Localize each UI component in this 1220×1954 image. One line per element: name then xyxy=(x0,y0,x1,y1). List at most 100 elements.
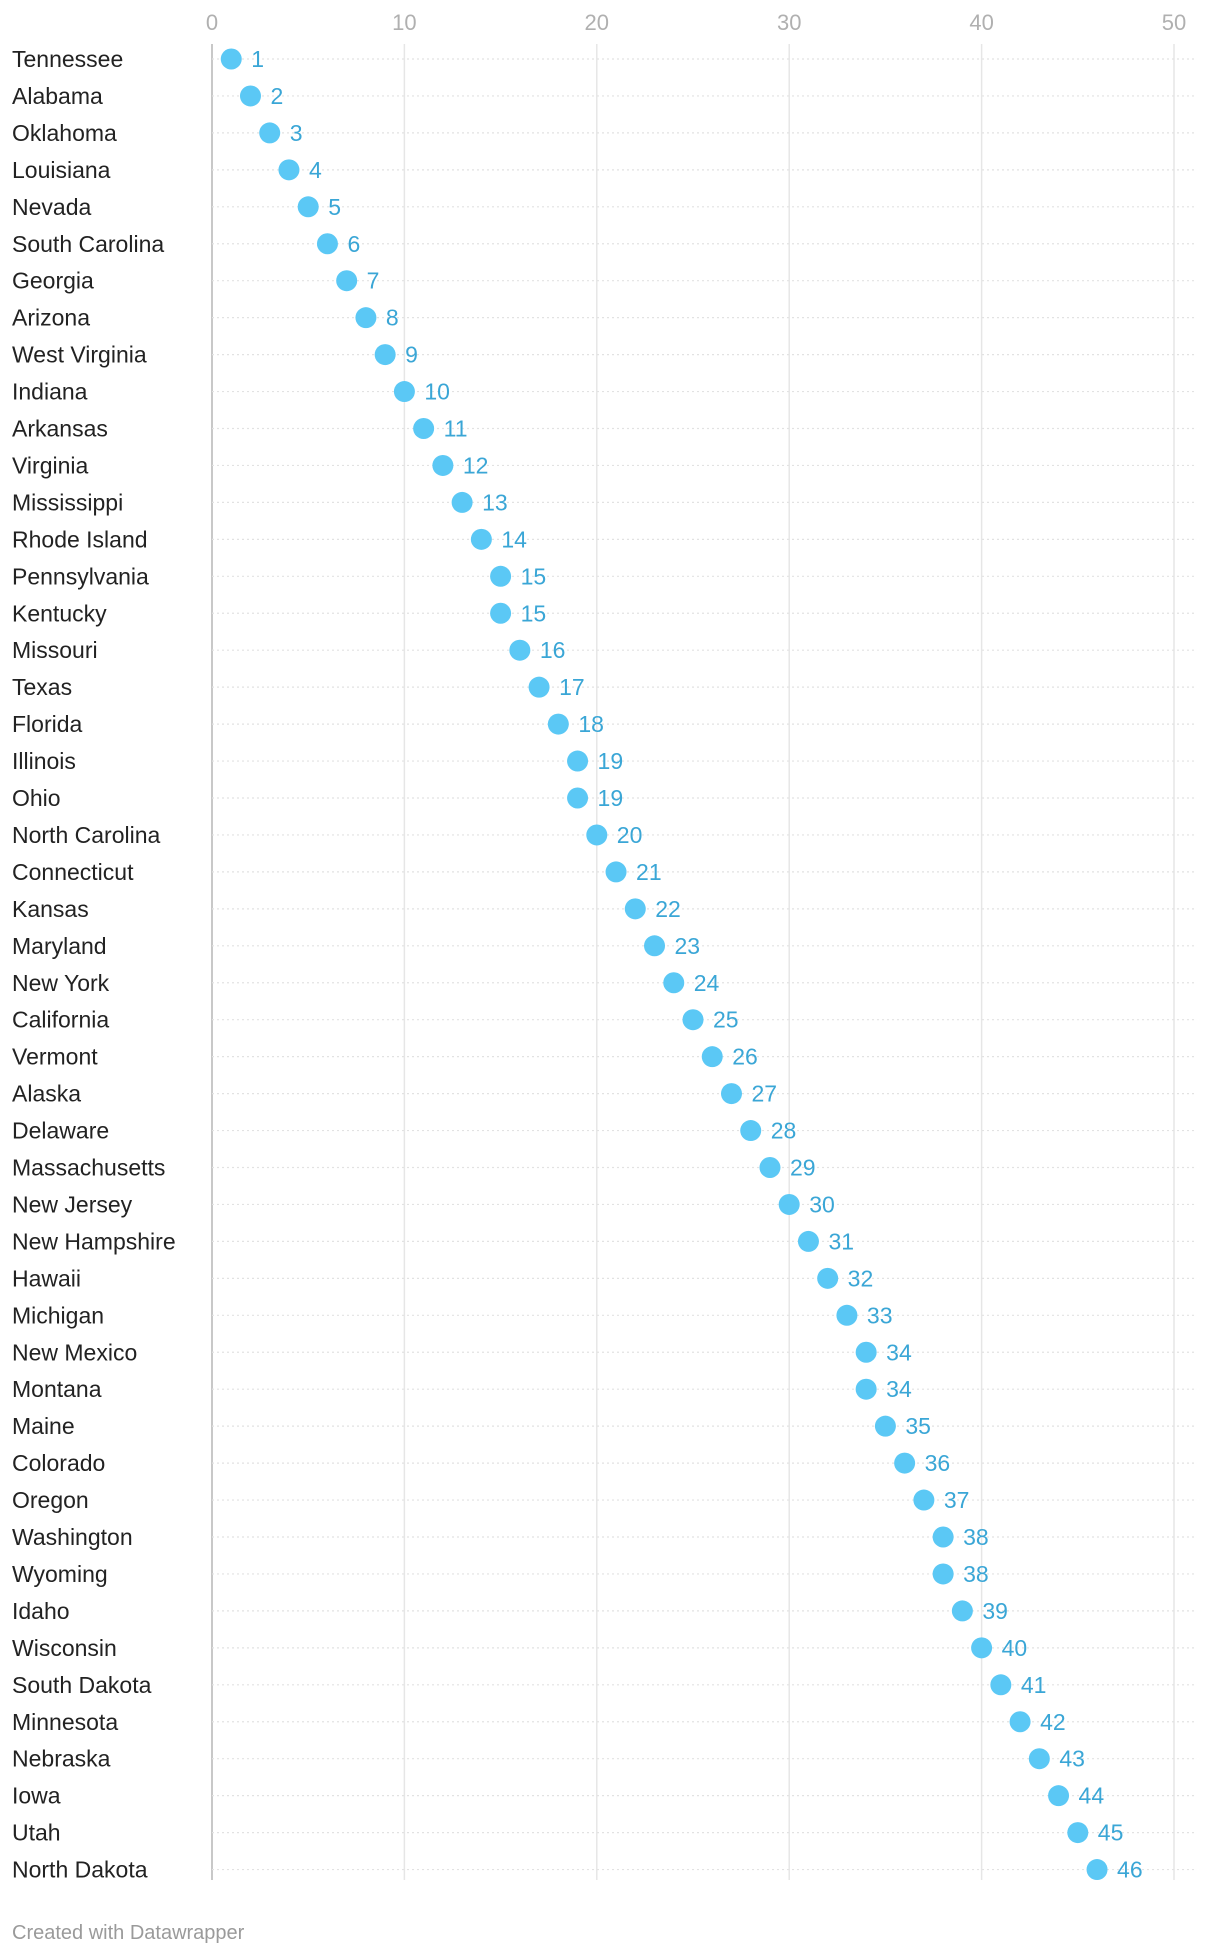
category-label-maine: Maine xyxy=(12,1413,75,1439)
data-point-indiana xyxy=(393,381,415,403)
data-point-florida xyxy=(547,713,569,735)
category-label-north-dakota: North Dakota xyxy=(12,1857,148,1883)
category-labels: Tennessee Alabama Oklahoma Louisiana Nevada S… xyxy=(12,46,176,1883)
data-point-michigan xyxy=(836,1304,858,1326)
category-label-tennessee: Tennessee xyxy=(12,46,123,72)
value-label-north-dakota: 46 xyxy=(1117,1857,1143,1883)
value-label-maryland: 23 xyxy=(675,933,701,959)
data-point-illinois xyxy=(567,750,589,772)
data-point-west-virginia xyxy=(374,344,396,366)
value-label-idaho: 39 xyxy=(982,1598,1008,1624)
category-label-montana: Montana xyxy=(12,1376,102,1402)
data-point-vermont xyxy=(701,1046,723,1068)
data-point-pennsylvania xyxy=(490,565,512,587)
category-label-kentucky: Kentucky xyxy=(12,600,107,626)
value-label-new-york: 24 xyxy=(694,970,720,996)
value-label-wyoming: 38 xyxy=(963,1561,989,1587)
data-point-wyoming xyxy=(932,1563,954,1585)
category-label-north-carolina: North Carolina xyxy=(12,822,160,848)
value-label-louisiana: 4 xyxy=(309,157,322,183)
x-tick-label-0: 0 xyxy=(206,10,218,35)
data-point-minnesota xyxy=(1009,1711,1031,1733)
data-point-nevada xyxy=(297,196,319,218)
category-label-wisconsin: Wisconsin xyxy=(12,1635,117,1661)
data-point-new-hampshire xyxy=(797,1230,819,1252)
category-label-wyoming: Wyoming xyxy=(12,1561,108,1587)
category-label-utah: Utah xyxy=(12,1820,61,1846)
value-label-kentucky: 15 xyxy=(521,600,547,626)
value-label-west-virginia: 9 xyxy=(405,342,418,368)
value-label-tennessee: 1 xyxy=(251,46,264,72)
data-point-delaware xyxy=(740,1120,762,1142)
category-label-new-mexico: New Mexico xyxy=(12,1339,137,1365)
value-label-nebraska: 43 xyxy=(1059,1746,1085,1772)
x-tick-label-20: 20 xyxy=(585,10,609,35)
category-label-rhode-island: Rhode Island xyxy=(12,526,148,552)
data-point-tennessee xyxy=(220,48,242,70)
value-label-kansas: 22 xyxy=(655,896,681,922)
category-label-louisiana: Louisiana xyxy=(12,157,111,183)
category-label-maryland: Maryland xyxy=(12,933,107,959)
category-label-west-virginia: West Virginia xyxy=(12,342,147,368)
value-label-arkansas: 11 xyxy=(444,416,468,442)
value-label-oregon: 37 xyxy=(944,1487,970,1513)
data-point-ohio xyxy=(567,787,589,809)
value-label-new-jersey: 30 xyxy=(809,1191,835,1217)
data-point-idaho xyxy=(951,1600,973,1622)
category-label-connecticut: Connecticut xyxy=(12,859,134,885)
category-label-alaska: Alaska xyxy=(12,1081,81,1107)
category-label-massachusetts: Massachusetts xyxy=(12,1155,165,1181)
category-label-virginia: Virginia xyxy=(12,452,88,478)
data-point-mississippi xyxy=(451,491,473,513)
value-label-south-carolina: 6 xyxy=(347,231,360,257)
data-points xyxy=(220,48,1108,1881)
x-tick-label-40: 40 xyxy=(969,10,993,35)
category-label-indiana: Indiana xyxy=(12,379,88,405)
data-point-arkansas xyxy=(413,418,435,439)
category-label-alabama: Alabama xyxy=(12,83,103,109)
value-label-connecticut: 21 xyxy=(636,859,662,885)
data-point-missouri xyxy=(509,639,531,661)
category-label-ohio: Ohio xyxy=(12,785,61,811)
value-labels: 1234567891011121314151516171819192021222… xyxy=(251,46,1142,1883)
data-point-oregon xyxy=(913,1489,935,1511)
value-label-hawaii: 32 xyxy=(848,1265,874,1291)
value-label-new-hampshire: 31 xyxy=(828,1228,854,1254)
category-label-new-york: New York xyxy=(12,970,110,996)
data-point-wisconsin xyxy=(971,1637,993,1659)
data-point-hawaii xyxy=(817,1267,839,1289)
data-point-alaska xyxy=(720,1083,742,1105)
value-label-south-dakota: 41 xyxy=(1021,1672,1047,1698)
value-label-massachusetts: 29 xyxy=(790,1155,816,1181)
value-label-ohio: 19 xyxy=(598,785,624,811)
category-label-hawaii: Hawaii xyxy=(12,1265,81,1291)
data-point-south-dakota xyxy=(990,1674,1012,1696)
category-label-oklahoma: Oklahoma xyxy=(12,120,117,146)
value-label-arizona: 8 xyxy=(386,305,399,331)
data-point-iowa xyxy=(1048,1785,1070,1807)
category-label-oregon: Oregon xyxy=(12,1487,89,1513)
category-label-nevada: Nevada xyxy=(12,194,91,220)
x-axis-ticks: 0 10 20 30 40 50 xyxy=(206,10,1186,35)
value-label-montana: 34 xyxy=(886,1376,912,1402)
category-label-vermont: Vermont xyxy=(12,1044,98,1070)
category-label-idaho: Idaho xyxy=(12,1598,70,1624)
row-guides xyxy=(212,58,1194,1871)
category-label-washington: Washington xyxy=(12,1524,133,1550)
category-label-illinois: Illinois xyxy=(12,748,76,774)
category-label-nebraska: Nebraska xyxy=(12,1746,111,1772)
value-label-illinois: 19 xyxy=(598,748,624,774)
data-point-virginia xyxy=(432,454,454,476)
data-point-washington xyxy=(932,1526,954,1548)
data-point-arizona xyxy=(355,307,377,329)
value-label-maine: 35 xyxy=(905,1413,931,1439)
data-point-colorado xyxy=(894,1452,916,1474)
data-point-utah xyxy=(1067,1822,1089,1844)
value-label-new-mexico: 34 xyxy=(886,1339,912,1365)
value-label-rhode-island: 14 xyxy=(501,526,527,552)
category-label-new-jersey: New Jersey xyxy=(12,1191,133,1217)
data-point-maryland xyxy=(644,935,666,957)
data-point-alabama xyxy=(239,85,261,107)
x-tick-label-50: 50 xyxy=(1162,10,1186,35)
